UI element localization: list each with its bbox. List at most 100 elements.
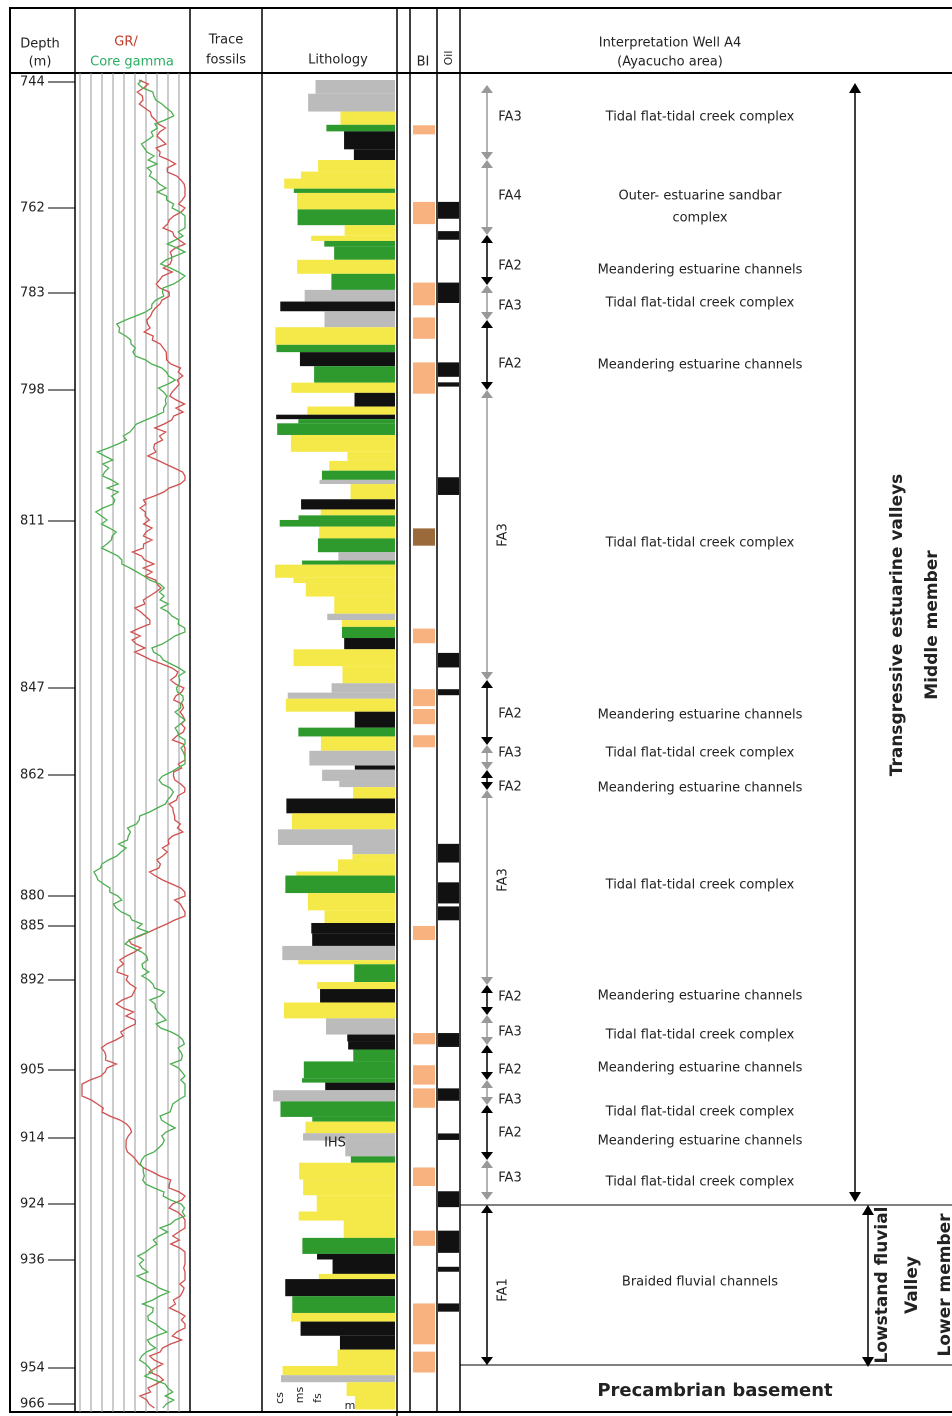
lithology-bed	[342, 620, 395, 627]
bioturbation-block	[413, 317, 435, 338]
lithology-bed	[286, 699, 395, 712]
oil-block	[438, 1033, 459, 1047]
grain-size-label: m	[345, 1399, 356, 1412]
oil-block	[438, 882, 459, 903]
bioturbation-block	[413, 125, 435, 134]
lithology-bed	[294, 189, 395, 193]
header-oil: Oil	[442, 51, 455, 66]
log-tracks	[80, 73, 459, 1412]
facies-code: FA3	[498, 1171, 521, 1186]
facies-code: FA1	[496, 1278, 511, 1301]
lithology-bed	[292, 813, 395, 829]
lithology-bed	[312, 934, 395, 946]
facies-description: Meandering estuarine channels	[598, 1134, 803, 1149]
oil-block	[438, 1191, 459, 1207]
lithology-bed	[351, 1156, 395, 1162]
facies-description: Tidal flat-tidal creek complex	[605, 1175, 795, 1190]
bioturbation-block	[413, 629, 435, 644]
facies-code: FA3	[496, 868, 511, 891]
lithology-bed	[345, 1141, 395, 1157]
basement-label: Precambrian basement	[597, 1380, 833, 1401]
lithology-bed	[296, 871, 395, 875]
bioturbation-block	[413, 1326, 435, 1345]
lithology-bed	[302, 561, 395, 565]
lithology-bed	[327, 614, 395, 620]
lithology-bed	[337, 1350, 395, 1366]
lithology-bed	[316, 80, 395, 94]
grain-size-label: ms	[293, 1387, 306, 1404]
lithology-bed	[283, 1366, 395, 1375]
bioturbation-block	[413, 382, 435, 393]
lithology-bed	[291, 435, 395, 452]
lithology-bed	[325, 311, 395, 327]
lithology-bed	[340, 112, 395, 125]
lithology-bed	[278, 829, 395, 845]
lithology-bed	[294, 649, 395, 666]
depth-label: 905	[20, 1063, 45, 1078]
lithology-bed	[309, 751, 395, 766]
depth-label: 924	[20, 1197, 45, 1212]
bioturbation-block	[413, 528, 435, 545]
facies-code: FA3	[498, 1093, 521, 1108]
oil-block	[438, 689, 459, 695]
lithology-bed	[347, 1382, 395, 1396]
lithology-bed	[302, 1078, 395, 1082]
lithology-bed	[281, 1375, 395, 1382]
lithology-bed	[320, 480, 395, 484]
lithology-bed	[338, 859, 395, 871]
facies-code: FA2	[498, 259, 521, 274]
lithology-bed	[280, 302, 395, 312]
lithology-bed	[344, 638, 395, 649]
unit-label: Lower member	[935, 1213, 952, 1357]
lithology-bed	[305, 1122, 395, 1134]
lithology-bed	[340, 1336, 395, 1350]
lithology-bed	[355, 712, 395, 728]
depth-label: 762	[20, 201, 45, 216]
facies-description: Meandering estuarine channels	[598, 358, 803, 373]
lithology-bed	[275, 327, 395, 345]
lithology-bed	[308, 893, 395, 910]
lithology-bed	[342, 666, 395, 683]
lithology-bed	[353, 787, 395, 798]
header-area: (Ayacucho area)	[617, 55, 723, 70]
lithology-bed	[299, 515, 395, 520]
header-fossils: fossils	[206, 53, 246, 68]
lithology-bed	[284, 1002, 395, 1018]
bioturbation-block	[413, 1231, 435, 1246]
facies-description: complex	[672, 211, 727, 226]
facies-description: Meandering estuarine channels	[598, 989, 803, 1004]
bioturbation-block	[413, 1065, 435, 1084]
bioturbation-block	[413, 926, 435, 940]
lithology-bed	[351, 484, 395, 499]
lithology-bed	[282, 946, 395, 960]
lithology-bed	[307, 407, 395, 415]
lithology-bed	[334, 247, 395, 260]
depth-label: 880	[20, 889, 45, 904]
facies-code: FA3	[496, 523, 511, 546]
lithology-bed	[275, 565, 395, 578]
lithology-bed	[318, 160, 395, 172]
depth-label: 811	[20, 514, 45, 529]
lithology-bed	[273, 1090, 395, 1101]
bioturbation-block	[413, 1303, 435, 1325]
lithology-bed	[317, 1254, 395, 1260]
lithology-bed	[321, 509, 395, 515]
lithology-bed	[305, 290, 395, 302]
header-interpretation: Interpretation Well A4	[599, 36, 742, 51]
facies-description: Tidal flat-tidal creek complex	[605, 536, 795, 551]
lithology-bed	[280, 1101, 395, 1116]
lithology-bed	[276, 345, 395, 352]
lithology-bed	[338, 552, 395, 560]
lithology-bed	[304, 1061, 395, 1078]
lithology-bed	[334, 597, 395, 614]
lithology-bed	[345, 225, 395, 236]
lithology-bed	[301, 499, 395, 509]
facies-code: FA3	[498, 1025, 521, 1040]
grain-size-label: cs	[273, 1392, 286, 1404]
bioturbation-block	[413, 1088, 435, 1107]
bioturbation-block	[413, 1033, 435, 1044]
facies-description: Braided fluvial channels	[622, 1275, 778, 1290]
facies-description: Tidal flat-tidal creek complex	[605, 1028, 795, 1043]
facies-code: FA2	[498, 357, 521, 372]
lithology-bed	[317, 1195, 395, 1211]
